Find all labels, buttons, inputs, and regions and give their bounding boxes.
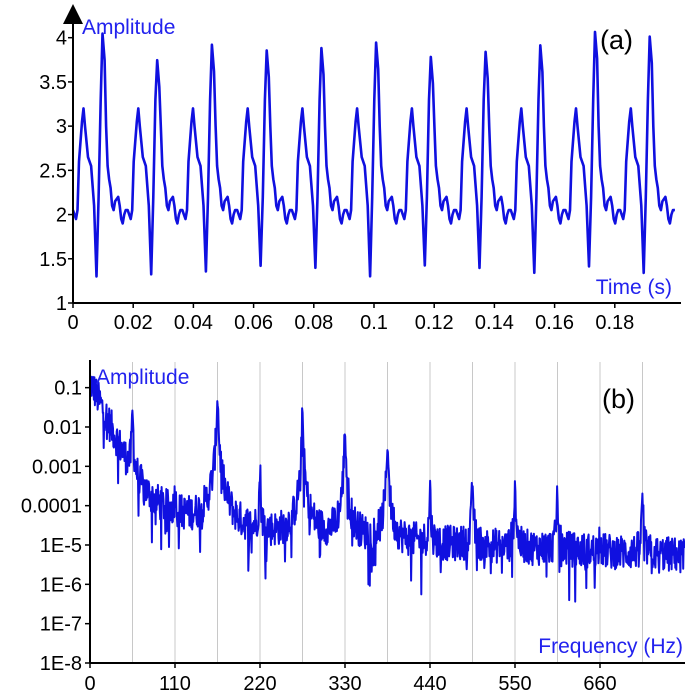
y-tick-label-a: 3.5 (39, 72, 67, 94)
y-tick-label-b: 1E-6 (40, 574, 82, 596)
y-tick-label-a: 2 (56, 205, 67, 227)
y-tick-label-b: 0.0001 (21, 496, 82, 518)
panel-a: 1 1.5 2 2.5 3 3.5 4 0 0.02 0.04 0.06 0.08 0.1 0.12 0.… (39, 4, 681, 334)
x-tick-label-a: 0.1 (360, 312, 388, 334)
x-tick-label-a: 0.16 (535, 312, 574, 334)
y-tick-label-a: 1.5 (39, 249, 67, 271)
x-axis-label-a: Time (s) (596, 276, 672, 299)
x-tick-label-b: 220 (243, 673, 276, 695)
panel-label-b: (b) (602, 384, 635, 414)
y-tick-label-a: 3 (56, 116, 67, 138)
x-axis-label-b: Frequency (Hz) (538, 635, 683, 658)
x-tick-label-a: 0.08 (294, 312, 333, 334)
x-tick-label-a: 0.04 (174, 312, 213, 334)
x-tick-label-b: 0 (84, 673, 95, 695)
y-tick-label-b: 0.001 (32, 456, 82, 478)
y-tick-label-b: 1E-8 (40, 653, 82, 675)
y-axis-label-b: Amplitude (96, 366, 189, 389)
y-tick-label-b: 1E-7 (40, 614, 82, 636)
x-tick-label-b: 440 (413, 673, 446, 695)
x-tick-label-b: 110 (159, 673, 191, 695)
x-tick-label-b: 330 (328, 673, 361, 695)
panel-label-a: (a) (600, 25, 633, 55)
y-axis-label-a: Amplitude (82, 16, 175, 39)
x-tick-label-a: 0.12 (415, 312, 454, 334)
series-b-line (89, 375, 685, 603)
y-tick-label-b: 0.01 (43, 417, 82, 439)
y-tick-label-a: 2.5 (39, 160, 67, 182)
series-a-line (71, 30, 676, 278)
y-tick-label-a: 1 (56, 293, 67, 315)
y-tick-label-b: 0.1 (54, 378, 82, 400)
x-tick-label-a: 0.14 (475, 312, 514, 334)
panel-b: 0.1 0.01 0.001 0.0001 1E-5 1E-6 1E-7 1E-8 0 110 2… (21, 360, 685, 695)
y-tick-label-b: 1E-5 (40, 535, 82, 557)
x-tick-label-b: 550 (498, 673, 531, 695)
x-tick-label-a: 0 (67, 312, 78, 334)
x-tick-label-a: 0.06 (234, 312, 273, 334)
x-tick-label-a: 0.02 (114, 312, 153, 334)
x-tick-label-a: 0.18 (595, 312, 634, 334)
x-tick-label-b: 660 (583, 673, 616, 695)
y-tick-label-a: 4 (56, 28, 67, 50)
